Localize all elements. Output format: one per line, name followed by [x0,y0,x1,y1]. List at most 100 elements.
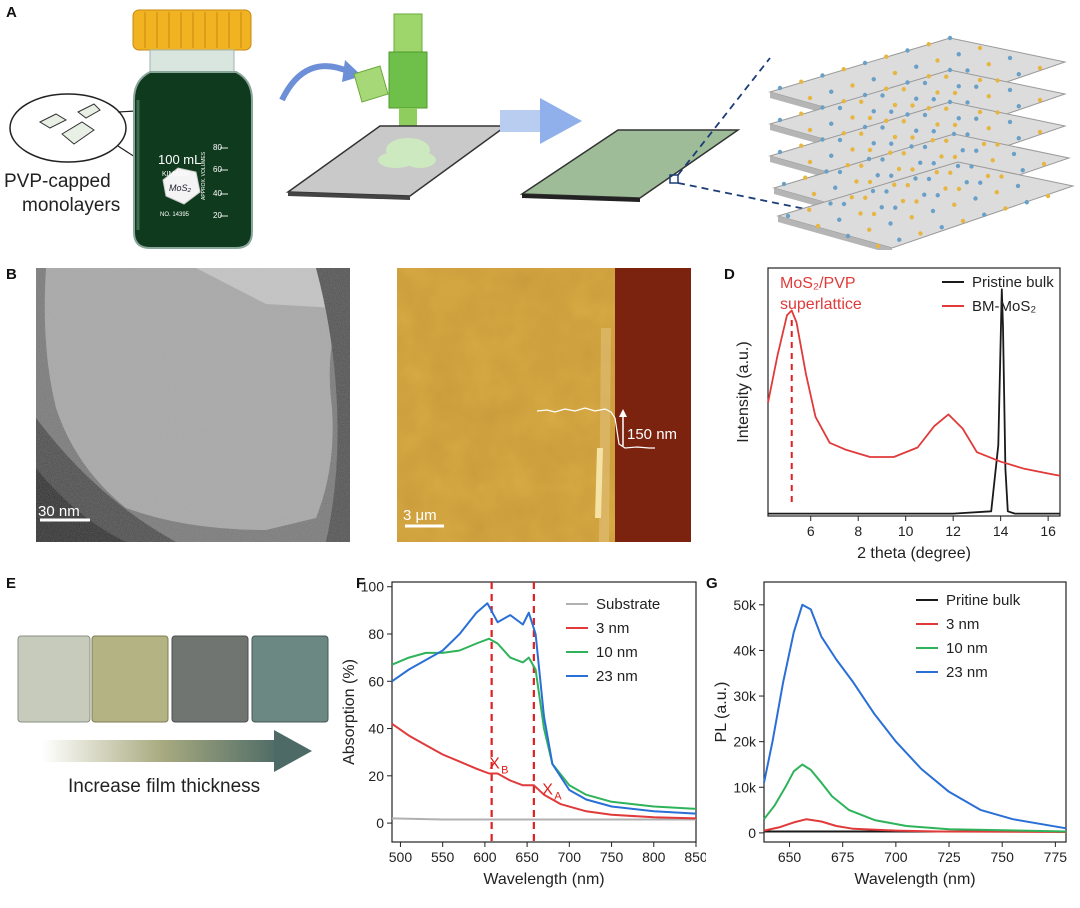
callout-label: PVP-capped monolayers [4,170,120,218]
panel-a-schematic: 100 mL KIMAX® MoS₂ NO. 14395 80 60 40 20… [9,9,1074,250]
y-axis-label: Intensity (a.u.) [735,341,752,442]
x-tick-label: 700 [884,849,908,865]
x-tick-label: 8 [854,523,862,539]
film-sample-1 [17,635,91,723]
series-line-1 [763,818,1067,833]
y-tick-label: 100 [361,579,385,595]
panel-label-d: D [724,266,735,283]
x-tick-label: 750 [991,849,1015,865]
tem-image: 30 nm [36,268,350,542]
exciton-subscript: B [501,765,508,777]
y-tick-label: 60 [368,673,384,689]
x-tick-label: 10 [898,523,914,539]
x-axis-label: Wavelength (nm) [854,871,975,888]
y-tick-label: 0 [748,825,756,841]
x-tick-label: 775 [1044,849,1068,865]
x-tick-label: 675 [831,849,855,865]
film-sample-2 [91,635,169,723]
x-tick-label: 700 [558,849,582,865]
x-tick-label: 600 [473,849,497,865]
plot-frame [767,267,1061,517]
x-tick-label: 16 [1040,523,1056,539]
afm-image: 150 nm 3 μm [397,268,691,542]
zoom-box [669,174,679,184]
panel-label-a: A [6,4,17,21]
atom-dots [777,35,1051,249]
series-line-0 [391,817,696,821]
x-tick-label: 650 [778,849,802,865]
spray-cloud-icon [378,138,436,168]
absorption-chart: 500 550 600 650 700 750 800 850 0 20 40 60 80 100 Wave… [341,579,706,888]
y-tick-label: 0 [376,815,384,831]
x-tick-label: 800 [642,849,666,865]
pl-chart: 650 675 700 725 750 775 0 10k 20k 30k 40k 50k Wavele… [713,581,1068,888]
scale-label-c: 3 μm [403,507,437,524]
panel-label-e: E [6,575,17,592]
series-line-2 [763,763,1067,833]
bottle-grad-40: 40 [213,189,222,198]
flake-icon [38,113,68,129]
thickness-caption: Increase film thickness [68,776,261,797]
xrd-chart: 6 8 10 12 14 16 2 theta (degree) Intensity (a.u… [735,267,1061,562]
series-line-1 [767,309,1061,477]
legend-label: Pritine bulk [946,592,1021,609]
film-sample-3 [171,635,249,723]
y-tick-label: 20k [733,734,757,750]
annotation-line-2: superlattice [780,296,862,313]
legend-label: 10 nm [596,644,638,661]
y-tick-label: 20 [368,768,384,784]
series-line-2 [391,637,697,810]
legend-label: Substrate [596,596,660,613]
legend-label: 3 nm [596,620,629,637]
y-tick-label: 80 [368,626,384,642]
spray-gun-icon [353,13,428,136]
plot-frame [763,581,1067,843]
x-tick-label: 550 [431,849,455,865]
bottle-icon [132,9,253,249]
legend-label: 3 nm [946,616,979,633]
panel-label-f: F [356,575,366,592]
legend-label: Pristine bulk [972,274,1054,291]
callout-line-2: monolayers [22,195,121,216]
panel-label-b: B [6,266,17,283]
callout-line-1: PVP-capped [4,171,111,192]
x-tick-label: 6 [807,523,815,539]
exciton-subscript: A [554,791,562,803]
x-tick-label: 725 [937,849,961,865]
flake-callout-circle [9,93,127,163]
bottle-code-label: NO. 14395 [160,212,190,218]
scale-label-b: 30 nm [38,503,80,520]
y-tick-label: 40 [368,721,384,737]
x-tick-label: 850 [684,849,706,865]
y-axis-label: PL (a.u.) [713,682,730,743]
y-axis-label: Absorption (%) [341,659,358,765]
y-tick-label: 50k [733,597,757,613]
y-tick-label: 10k [733,779,757,795]
bottle-grad-20: 20 [213,211,222,220]
step-height-label: 150 nm [627,426,677,443]
x-axis-label: 2 theta (degree) [857,545,971,562]
bottle-volume-label: 100 mL [158,152,201,167]
process-arrow-icon [500,98,582,144]
legend-label: 23 nm [596,668,638,685]
thickness-arrow-icon [42,730,312,772]
panel-label-c: C [370,266,381,283]
bottle-grad-80: 80 [213,143,222,152]
legend-label: 10 nm [946,640,988,657]
series-line-3 [763,603,1067,830]
exciton-label: X [542,782,553,799]
x-tick-label: 650 [515,849,539,865]
y-tick-label: 40k [733,642,757,658]
legend-label: BM-MoS₂ [972,298,1036,315]
curved-arrow-icon [279,63,352,102]
superlattice-stack-icon [768,37,1074,250]
bottle-approx-label: APPROX. VOLUMES [201,151,207,200]
legend-label: 23 nm [946,664,988,681]
series-line-1 [391,722,697,820]
y-tick-label: 30k [733,688,757,704]
exciton-label: X [489,756,500,773]
flake-icon [61,121,95,145]
bottle-grad-60: 60 [213,165,222,174]
film-photo [14,630,334,730]
flake-icon [77,103,101,119]
